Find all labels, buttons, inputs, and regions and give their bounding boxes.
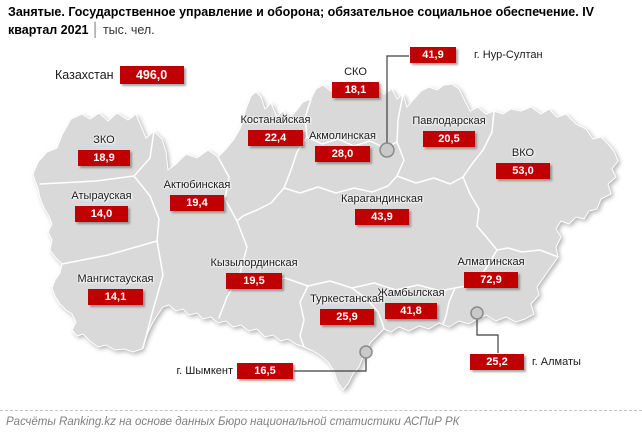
region-label: СКО xyxy=(344,66,367,78)
region-label: ВКО xyxy=(511,147,535,159)
value-badge: 25,9 xyxy=(320,309,374,325)
callout-almaty: 25,2 г. Алматы xyxy=(470,354,581,370)
source-note: Расчёты Ranking.kz на основе данных Бюро… xyxy=(0,410,642,428)
callout-kazakhstan-total: Казахстан 496,0 xyxy=(55,66,184,84)
value-badge: 28,0 xyxy=(315,146,370,162)
callout-sko: СКО 18,1 xyxy=(332,66,379,98)
callout-pavlodarskaya: Павлодарская 20,5 xyxy=(412,115,486,147)
city-marker-shymkent xyxy=(359,345,373,359)
region-label: ЗКО xyxy=(93,134,115,146)
chart-unit: тыс. чел. xyxy=(102,22,155,37)
value-badge: 18,1 xyxy=(332,82,379,98)
callout-line-nur-sultan xyxy=(386,55,409,143)
callout-atyrauskaya: Атырауская 14,0 xyxy=(71,190,132,222)
value-badge: 18,9 xyxy=(78,150,130,166)
value-badge: 25,2 xyxy=(470,354,524,370)
callout-nur-sultan: 41,9 г. Нур-Султан xyxy=(410,47,543,63)
value-badge: 20,5 xyxy=(423,131,475,147)
region-label: Акмолинская xyxy=(309,130,376,142)
callout-turkestanskaya: Туркестанская 25,9 xyxy=(310,293,384,325)
region-label: Мангистауская xyxy=(77,273,154,285)
callout-karagandinskaya: Карагандинская 43,9 xyxy=(341,193,423,225)
chart-title-line1: Занятые. Государственное управление и об… xyxy=(8,5,595,19)
city-marker-almaty xyxy=(470,306,484,320)
region-label: Туркестанская xyxy=(310,293,384,305)
callout-zko: ЗКО 18,9 xyxy=(78,134,130,166)
value-badge: 16,5 xyxy=(237,363,293,379)
callout-almatinskaya: Алматинская 72,9 xyxy=(457,256,525,288)
value-badge: 22,4 xyxy=(248,130,303,146)
region-label: Атырауская xyxy=(71,190,132,202)
region-label: Кызылординская xyxy=(210,257,298,269)
value-badge: 19,5 xyxy=(226,273,282,289)
city-marker-nur-sultan xyxy=(379,142,395,158)
region-label: Казахстан xyxy=(55,67,114,82)
region-borders xyxy=(39,93,559,349)
value-badge: 496,0 xyxy=(119,66,184,84)
callout-shymkent: г. Шымкент 16,5 xyxy=(170,363,293,379)
region-label: Павлодарская xyxy=(412,115,486,127)
callout-kyzylordinskaya: Кызылординская 19,5 xyxy=(210,257,298,289)
callout-line-shymkent xyxy=(294,358,367,372)
callout-line-almaty xyxy=(476,319,499,353)
callout-kostanayskaya: Костанайская 22,4 xyxy=(240,114,311,146)
region-label: Карагандинская xyxy=(341,193,423,205)
value-badge: 53,0 xyxy=(496,163,550,179)
value-badge: 41,8 xyxy=(385,303,437,319)
city-label: г. Нур-Султан xyxy=(474,48,543,61)
chart-title: Занятые. Государственное управление и об… xyxy=(8,4,638,38)
callout-zhambylskaya: Жамбылская 41,8 xyxy=(377,287,445,319)
callout-aktyubinskaya: Актюбинская 19,4 xyxy=(164,179,230,211)
callout-vko: ВКО 53,0 xyxy=(496,147,550,179)
value-badge: 43,9 xyxy=(355,209,409,225)
city-label: г. Шымкент xyxy=(176,364,234,377)
region-label: Алматинская xyxy=(457,256,525,268)
city-label: г. Алматы xyxy=(532,355,581,368)
region-label: Жамбылская xyxy=(377,287,445,299)
value-badge: 14,1 xyxy=(88,289,143,305)
value-badge: 41,9 xyxy=(410,47,456,63)
region-label: Актюбинская xyxy=(163,179,231,191)
title-separator: │ xyxy=(91,21,100,37)
value-badge: 72,9 xyxy=(464,272,518,288)
callout-mangistauskaya: Мангистауская 14,1 xyxy=(77,273,154,305)
value-badge: 14,0 xyxy=(75,206,128,222)
callout-akmolinskaya: Акмолинская 28,0 xyxy=(309,130,376,162)
chart-title-line2: квартал 2021 xyxy=(8,22,89,37)
value-badge: 19,4 xyxy=(170,195,224,211)
region-label: Костанайская xyxy=(240,114,311,126)
